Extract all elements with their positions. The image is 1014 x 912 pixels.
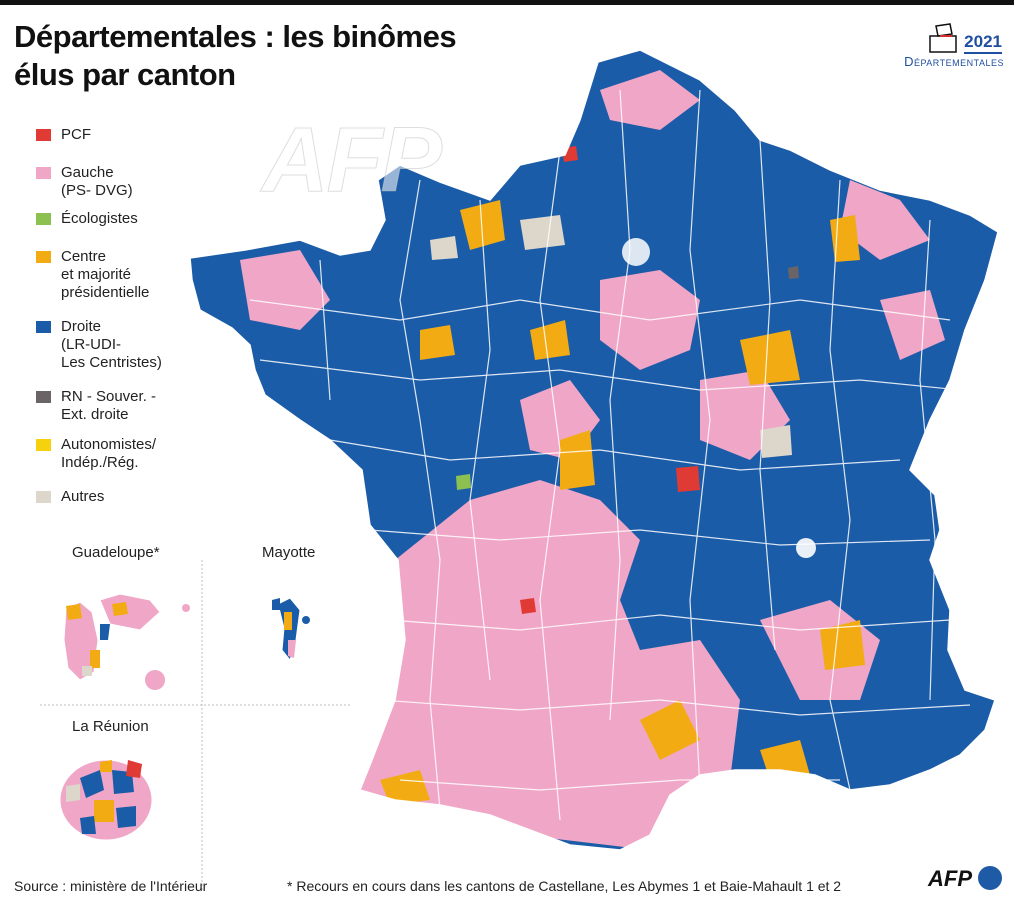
- legend-swatch-gauche: [36, 167, 51, 179]
- region-centre-6: [640, 700, 700, 760]
- page-title: Départementales : les binômes élus par c…: [14, 18, 457, 94]
- inset-label-mayotte: Mayotte: [262, 544, 316, 561]
- region-gauche-nord: [600, 70, 700, 130]
- region-autres-1: [520, 215, 565, 250]
- region-gauche-lorraine: [840, 180, 930, 260]
- afp-logo-text: AFP: [928, 866, 972, 891]
- legend-item-droite: Droite (LR-UDI- Les Centristes): [36, 318, 162, 372]
- reunion-map: [59, 759, 153, 841]
- footnote: * Recours en cours dans les cantons de C…: [287, 878, 842, 894]
- legend-label-pcf: PCF: [61, 126, 91, 143]
- legend-label-centre: Centre et majorité présidentielle: [61, 248, 150, 301]
- region-gauche-alsace: [880, 290, 945, 360]
- title-line-2: élus par canton: [14, 57, 236, 92]
- legend-item-autres: Autres: [36, 488, 104, 506]
- legend-item-ecolo: Écologistes: [36, 210, 138, 228]
- elections-2021-badge: 2021 Départementales: [864, 16, 1004, 72]
- region-centre-2: [460, 200, 505, 250]
- region-centre-3: [820, 620, 865, 670]
- region-centre-8: [380, 770, 430, 805]
- legend-label-ecolo: Écologistes: [61, 210, 138, 227]
- legend-item-gauche: Gauche (PS- DVG): [36, 164, 133, 200]
- region-centre-10: [420, 325, 455, 360]
- region-autres-2: [760, 425, 792, 458]
- guadeloupe-map: [63, 593, 190, 690]
- region-autres-3: [430, 236, 458, 260]
- badge-label: Départementales: [904, 54, 1004, 69]
- region-centre-4: [560, 430, 595, 490]
- canton-regions: [240, 70, 945, 850]
- region-pcf-3: [520, 598, 536, 614]
- ballot-box-icon: [929, 23, 957, 53]
- source-note: Source : ministère de l'Intérieur: [14, 878, 208, 894]
- canton-borders: [249, 89, 971, 821]
- badge-year: 2021: [964, 32, 1002, 54]
- legend-label-autres: Autres: [61, 488, 105, 505]
- legend-item-pcf: PCF: [36, 126, 91, 144]
- legend-item-regio: Autonomistes/ Indép./Rég.: [36, 436, 156, 472]
- title-line-1: Départementales : les binômes: [14, 19, 457, 54]
- legend-label-rn: RN - Souver. - Ext. droite: [61, 388, 157, 423]
- region-centre-9: [830, 215, 860, 262]
- paris-area: [622, 238, 650, 266]
- region-rn-1: [788, 266, 799, 279]
- legend-label-gauche: Gauche (PS- DVG): [61, 164, 133, 199]
- mayotte-map: [272, 597, 310, 662]
- afp-logo-icon: [978, 866, 1002, 890]
- region-gauche-sw: [350, 480, 740, 850]
- legend-swatch-autres: [36, 491, 51, 503]
- region-ecolo-1: [456, 474, 471, 490]
- inset-label-guadeloupe: Guadeloupe*: [72, 544, 160, 561]
- top-rule: [0, 0, 1014, 5]
- region-gauche-brittany: [240, 250, 330, 330]
- region-centre-1: [530, 320, 570, 360]
- inset-label-reunion: La Réunion: [72, 718, 149, 735]
- legend-label-regio: Autonomistes/ Indép./Rég.: [61, 436, 157, 471]
- legend-swatch-centre: [36, 251, 51, 263]
- legend-label-droite: Droite (LR-UDI- Les Centristes): [61, 318, 162, 371]
- region-pcf-1: [676, 466, 700, 492]
- region-pcf-2: [562, 146, 578, 162]
- legend-swatch-ecolo: [36, 213, 51, 225]
- legend-swatch-regio: [36, 439, 51, 451]
- lyon-area: [796, 538, 816, 558]
- legend-item-centre: Centre et majorité présidentielle: [36, 248, 149, 302]
- legend-swatch-droite: [36, 321, 51, 333]
- region-centre-5: [740, 330, 800, 385]
- legend-swatch-pcf: [36, 129, 51, 141]
- legend-swatch-rn: [36, 391, 51, 403]
- legend-item-rn: RN - Souver. - Ext. droite: [36, 388, 156, 424]
